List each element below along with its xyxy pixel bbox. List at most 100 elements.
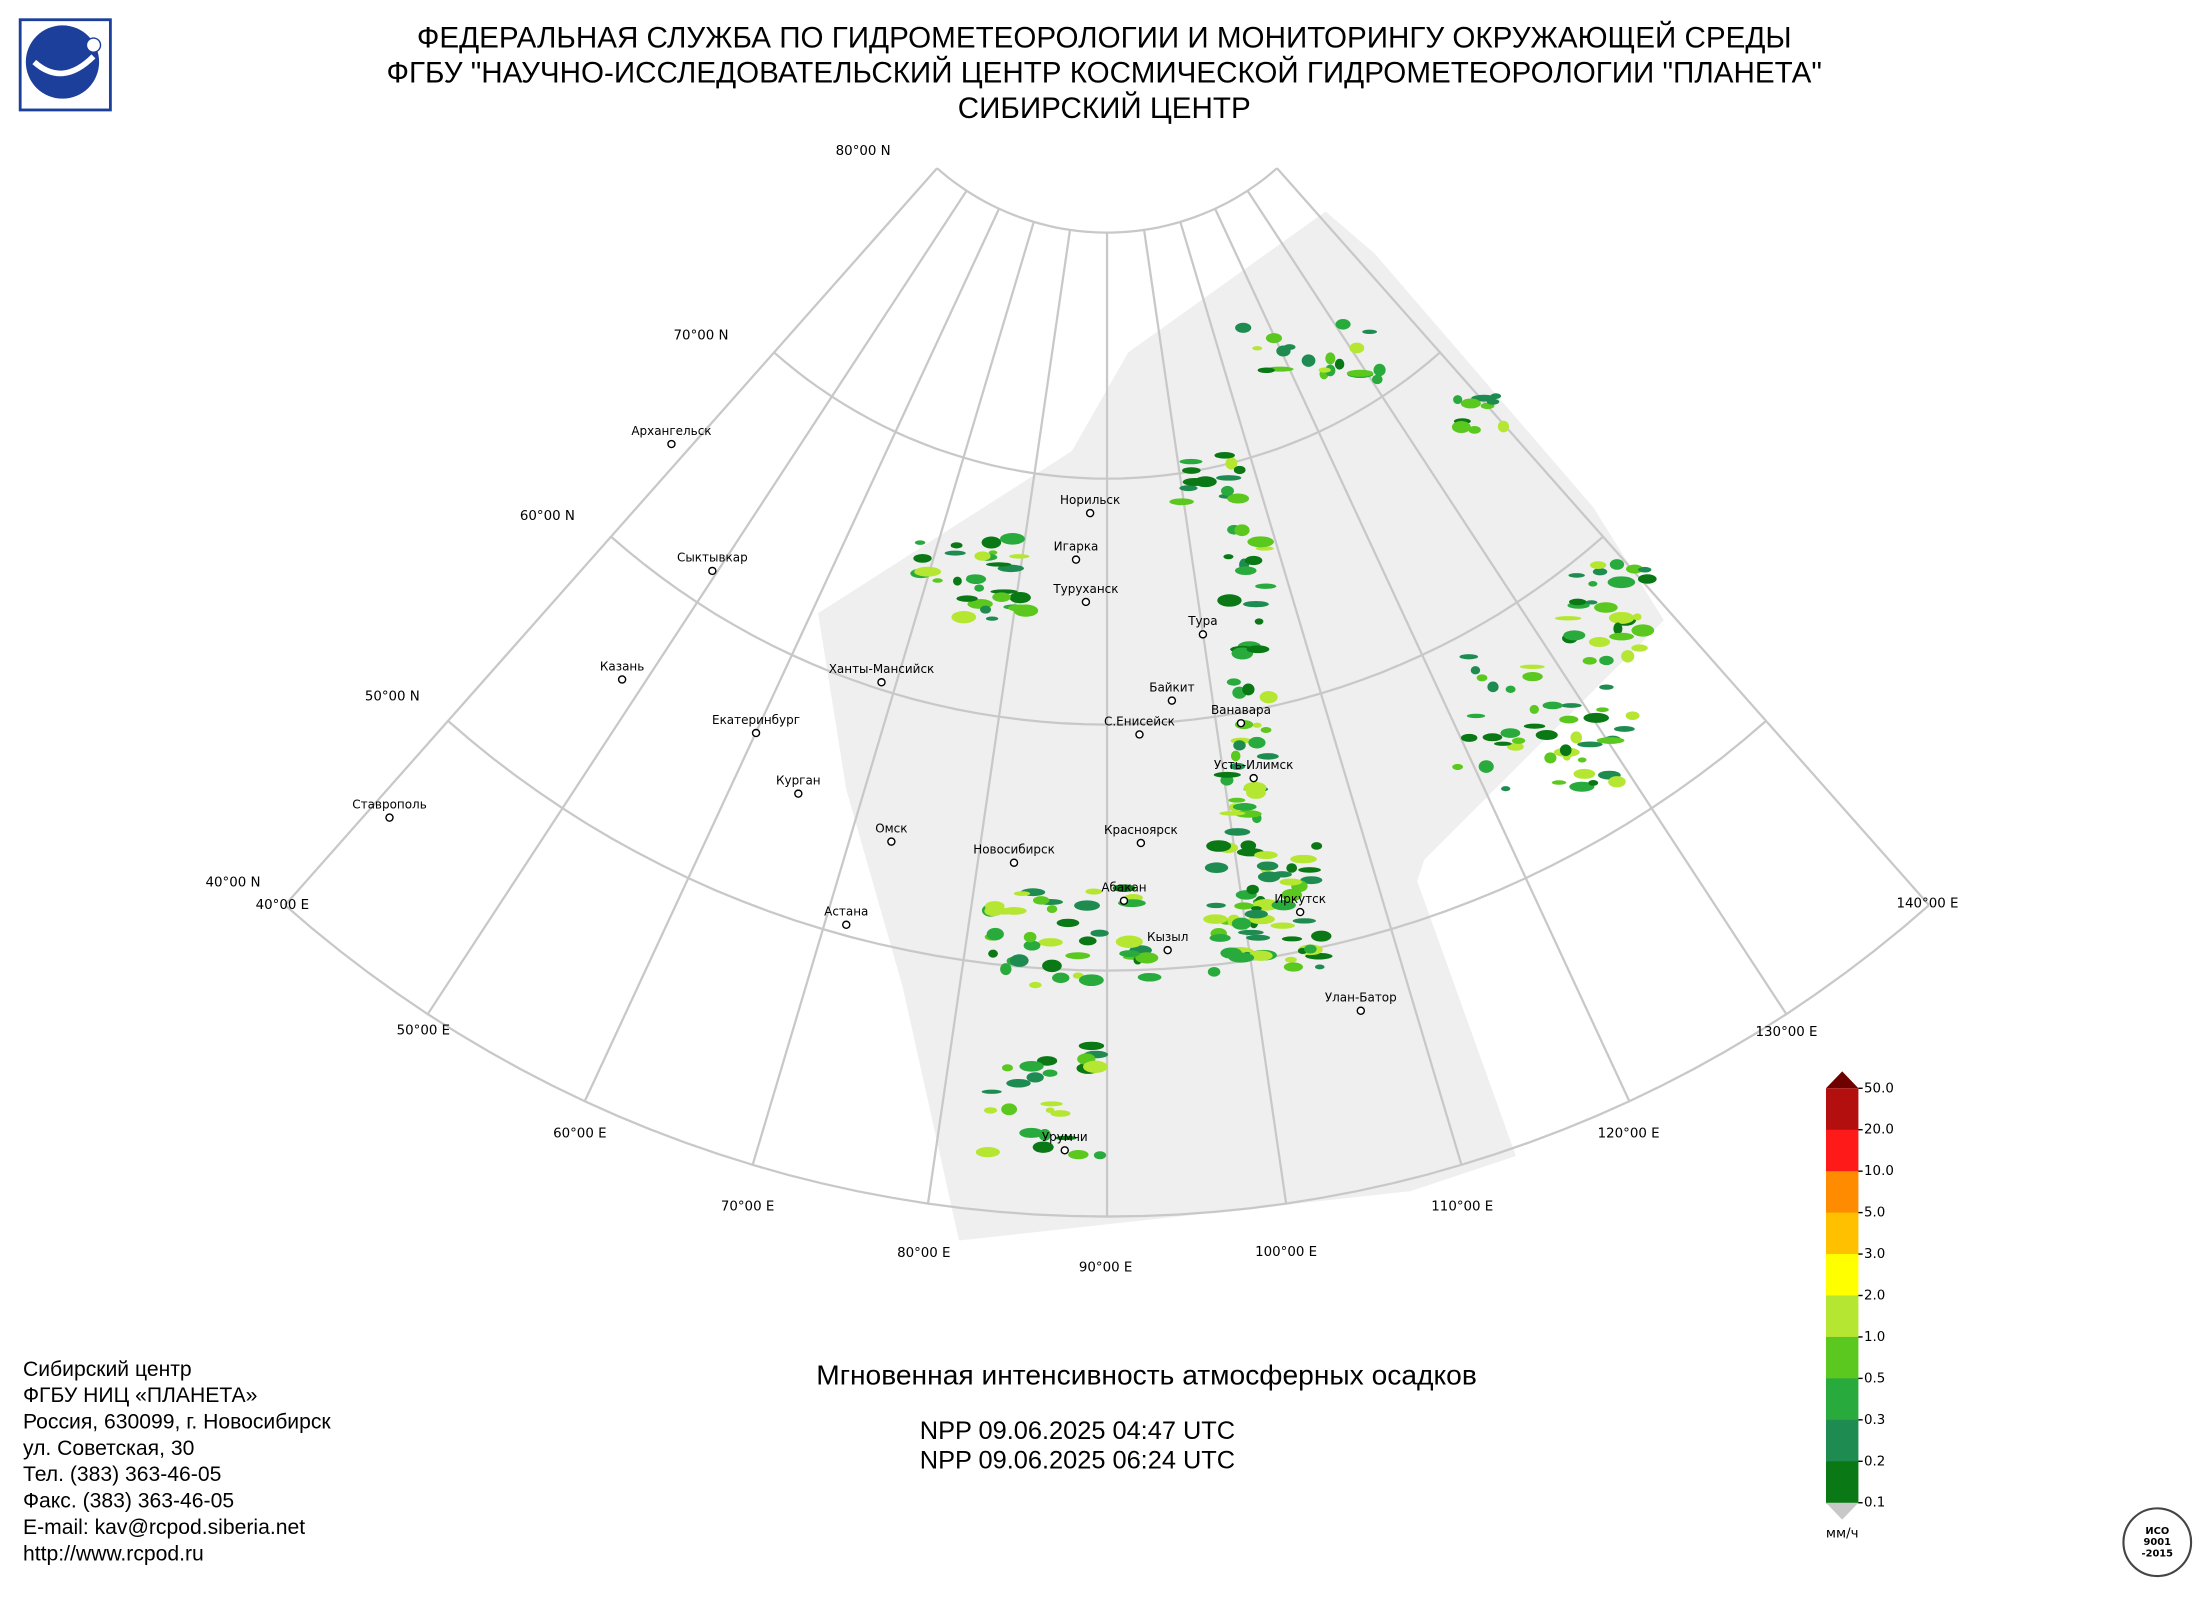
precip-patch <box>1554 616 1582 621</box>
logo-orbit <box>32 54 96 77</box>
precip-patch <box>1478 760 1494 773</box>
precip-patch <box>1300 876 1323 885</box>
lon-label: 50°00 E <box>397 1023 450 1038</box>
city-label: Ставрополь <box>352 797 427 811</box>
lon-label: 100°00 E <box>1255 1245 1317 1260</box>
city-label: Игарка <box>1054 539 1099 553</box>
precip-patch <box>1476 674 1488 682</box>
precip-patch <box>988 949 998 958</box>
precip-patch <box>1135 952 1159 964</box>
precip-patch <box>1256 861 1279 871</box>
lon-label: 140°00 E <box>1897 897 1959 912</box>
precip-patch <box>1637 574 1657 584</box>
precip-patch <box>944 550 966 556</box>
city-label: Иркутск <box>1274 892 1326 906</box>
precip-patch <box>1246 645 1270 654</box>
colorbar-label: 5.0 <box>1864 1206 1885 1221</box>
colorbar-over <box>1825 1071 1859 1089</box>
precip-patch <box>1052 972 1070 984</box>
precip-patch <box>1259 691 1278 704</box>
precip-patch <box>1607 576 1636 589</box>
precip-patch <box>1334 358 1345 370</box>
precip-patch <box>1573 768 1596 779</box>
precip-patch <box>1090 929 1109 937</box>
colorbar-box <box>1825 1212 1859 1255</box>
city-label: Архангельск <box>631 424 711 438</box>
colorbar-label: 0.1 <box>1864 1496 1885 1511</box>
precip-patch <box>1621 650 1635 663</box>
precip-patch <box>1609 559 1625 570</box>
precip-patch <box>1037 1056 1058 1066</box>
precip-patch <box>1115 935 1143 949</box>
precip-patch <box>1362 329 1378 334</box>
logo-satellite <box>85 37 102 53</box>
precip-patch <box>1220 947 1242 959</box>
precip-patch <box>1009 554 1030 559</box>
precip-patch <box>1068 1150 1089 1160</box>
precip-patch <box>981 1089 1002 1094</box>
colorbar-box <box>1825 1461 1859 1504</box>
precip-patch <box>1625 711 1640 720</box>
precip-patch <box>1373 363 1386 377</box>
precip-patch <box>1214 452 1235 459</box>
pass-time: NPP 09.06.2025 06:24 UTC <box>920 1447 1235 1475</box>
colorbar-box <box>1825 1254 1859 1297</box>
precip-patch <box>1206 840 1232 852</box>
iso-logo <box>2122 1507 2193 1578</box>
precip-patch <box>1235 322 1252 333</box>
precip-patch <box>1233 465 1246 475</box>
city-marker <box>1085 508 1095 518</box>
precip-patch <box>1230 750 1241 762</box>
precip-patch <box>1206 902 1226 909</box>
precip-patch <box>1023 931 1037 943</box>
contact-line: Факс. (383) 363-46-05 <box>23 1490 234 1513</box>
meridian <box>1179 221 1463 1166</box>
precip-patch <box>1596 707 1609 713</box>
precip-patch <box>1209 934 1231 942</box>
precip-patch <box>1252 722 1262 728</box>
city-marker <box>1135 730 1144 739</box>
lon-label: 120°00 E <box>1598 1126 1660 1141</box>
precip-patch <box>1271 899 1296 911</box>
precip-patch <box>1459 654 1479 660</box>
precip-patch <box>1594 602 1618 613</box>
precip-patch <box>1452 763 1463 771</box>
precip-patch <box>1179 485 1198 492</box>
precip-patch <box>1216 475 1242 481</box>
precip-patch <box>1255 583 1277 589</box>
city-label: Урумчи <box>1042 1130 1088 1144</box>
precip-patch <box>1042 959 1062 973</box>
contact-line: ФГБУ НИЦ «ПЛАНЕТА» <box>23 1384 257 1407</box>
precip-patch <box>1301 354 1316 367</box>
precip-patch <box>1248 950 1273 961</box>
precip-patch <box>1592 568 1608 576</box>
precip-patch <box>1033 896 1050 905</box>
precip-patch <box>1625 564 1644 574</box>
precip-patch <box>1279 878 1302 886</box>
precip-patch <box>975 1147 1000 1158</box>
meridian <box>1246 190 1788 1015</box>
precip-patch <box>986 562 1012 567</box>
colorbar-label: 0.5 <box>1864 1371 1885 1386</box>
precip-patch <box>1588 780 1599 786</box>
precip-patch <box>1568 573 1585 578</box>
precip-patch <box>1248 736 1266 749</box>
precip-patch <box>1254 618 1264 625</box>
precip-patch <box>1229 762 1246 770</box>
precip-patch <box>1029 981 1042 989</box>
precip-patch <box>1569 598 1587 606</box>
precip-patch <box>1040 1101 1063 1107</box>
city-label: Астана <box>824 905 868 919</box>
city-marker <box>1081 597 1091 607</box>
precip-patch <box>1453 395 1463 405</box>
precip-patch <box>1257 367 1275 374</box>
city-marker <box>1167 696 1177 705</box>
precip-patch <box>1078 936 1097 946</box>
precip-patch <box>1588 636 1611 647</box>
precip-patch <box>1055 1135 1077 1141</box>
city-label: Ванавара <box>1211 703 1271 717</box>
city-marker <box>1356 1006 1366 1015</box>
lon-label: 40°00 E <box>256 898 309 913</box>
precip-patch <box>1559 744 1572 757</box>
